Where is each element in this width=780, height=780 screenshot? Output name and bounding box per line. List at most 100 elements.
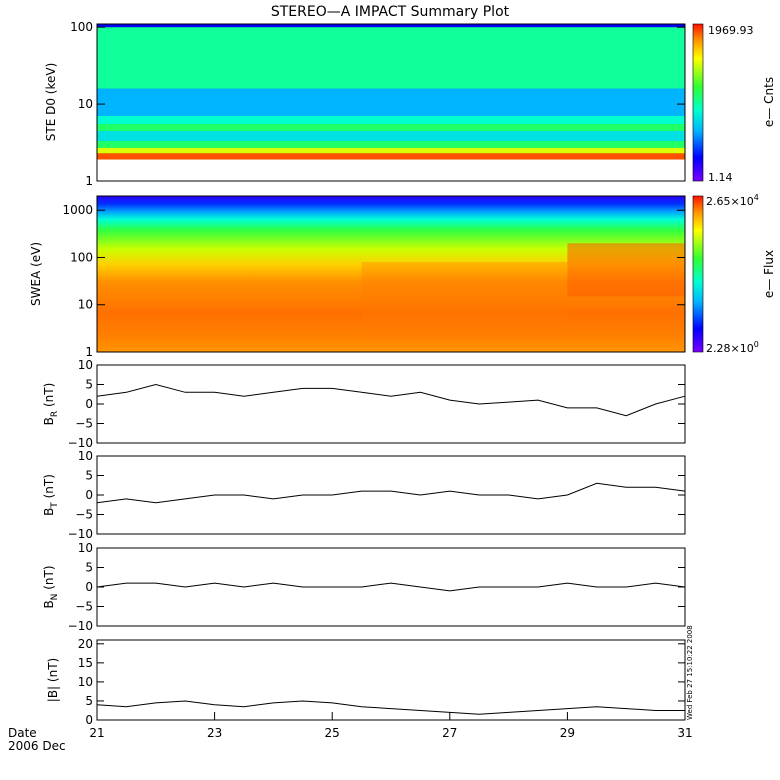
- br-ytick-label-3: −5: [75, 417, 93, 431]
- ste-band-7: [97, 27, 685, 89]
- swea-overlay: [361, 243, 685, 338]
- bn-ylabel-unit: (nT): [42, 565, 56, 593]
- swea-ytick-label-0: 1: [85, 345, 93, 359]
- ste-colorbar-max: 1969.93: [708, 24, 754, 37]
- bmag-ytick-label-3: 5: [85, 694, 93, 708]
- br-y-axis: 10 5 0 −5 −10: [68, 358, 685, 450]
- bt-ytick-label-2: 0: [85, 488, 93, 502]
- br-ylabel-main: B: [42, 417, 56, 425]
- bt-ylabel-main: B: [42, 508, 56, 516]
- ste-ytick-label-2: 100: [70, 20, 93, 34]
- bmag-series-line: [96, 700, 685, 715]
- ste-band-2: [97, 141, 685, 148]
- br-ytick-label-2: 0: [85, 397, 93, 411]
- bn-ytick-label-0: 10: [78, 541, 93, 555]
- swea-cbar-max-mantissa: 2.65×10: [706, 195, 754, 208]
- bn-ylabel-main: B: [42, 600, 56, 608]
- bmag-ylabel: |B| (nT): [46, 658, 60, 702]
- swea-ytick-label-2: 100: [70, 250, 93, 264]
- bmag-y-axis: 20 15 10 5 0: [78, 637, 685, 727]
- ste-band-top: [97, 24, 685, 28]
- ste-colorbar-min: 1.14: [708, 171, 733, 184]
- bn-frame: [96, 547, 686, 627]
- bt-ylabel-sub: T: [50, 502, 60, 509]
- swea-ylabel: SWEA (eV): [29, 242, 43, 306]
- ste-band-6: [97, 88, 685, 117]
- bn-ytick-label-2: 0: [85, 580, 93, 594]
- xtick-label-0: 21: [89, 726, 104, 740]
- bn-ytick-label-1: 5: [85, 561, 93, 575]
- bmag-panel: 20 15 10 5 0 |B| (nT) Wed Feb 27 15:10:22 20…: [46, 625, 694, 727]
- xtick-label-2: 25: [325, 726, 340, 740]
- ste-ytick-label-0: 1: [85, 174, 93, 188]
- ste-colorbar: [692, 23, 704, 182]
- br-frame: [96, 364, 686, 444]
- bn-panel: 10 5 0 −5 −10 BN (nT): [42, 541, 686, 633]
- bt-y-axis: 10 5 0 −5 −10: [68, 449, 685, 541]
- ste-band-3: [97, 130, 685, 142]
- bn-ytick-label-3: −5: [75, 600, 93, 614]
- x-axis-ticks: 21 23 25 27 29 31: [89, 712, 693, 740]
- ste-y-axis: 1 10 100: [70, 20, 685, 188]
- br-ytick-label-4: −10: [68, 436, 93, 450]
- bt-ytick-label-4: −10: [68, 527, 93, 541]
- xtick-label-5: 31: [677, 726, 692, 740]
- swea-cbar-max-exp: 4: [754, 193, 759, 202]
- bmag-ytick-label-2: 10: [78, 675, 93, 689]
- bn-series-line: [96, 582, 686, 592]
- swea-warm-region: [361, 262, 568, 338]
- timestamp-stamp: Wed Feb 27 15:10:22 2008: [686, 625, 694, 720]
- br-ylabel-unit: (nT): [42, 383, 56, 411]
- bt-ylabel: BT (nT): [42, 474, 60, 516]
- date-value: 2006 Dec: [8, 739, 66, 753]
- ste-band-blank: [97, 159, 685, 181]
- bt-panel: 10 5 0 −5 −10 BT (nT): [42, 449, 686, 541]
- swea-cbar-min-exp: 0: [754, 340, 759, 349]
- br-ytick-label-1: 5: [85, 378, 93, 392]
- ste-colorbar-label: e— Cnts: [762, 77, 776, 127]
- date-label: Date: [8, 726, 37, 740]
- bmag-ytick-label-1: 15: [78, 656, 93, 670]
- bn-ylabel: BN (nT): [42, 565, 60, 608]
- bmag-frame: [96, 639, 686, 721]
- br-ylabel: BR (nT): [42, 383, 60, 426]
- swea-ytick-label-1: 10: [78, 298, 93, 312]
- bmag-ytick-label-0: 20: [78, 637, 93, 651]
- ste-band-1: [97, 147, 685, 154]
- swea-cbar-min-mantissa: 2.28×10: [706, 342, 754, 355]
- swea-colorbar-min: 2.28×100: [706, 340, 759, 355]
- bt-frame: [96, 455, 686, 535]
- swea-panel: 1 10 100 1000 SWEA (eV) 2.65×104 2.28×100 e…: [29, 193, 776, 359]
- swea-hot-region: [567, 243, 685, 297]
- bt-series-line: [96, 482, 686, 504]
- xtick-label-4: 29: [560, 726, 575, 740]
- swea-y-axis: 1 10 100 1000: [62, 203, 685, 359]
- ste-bands: [97, 24, 685, 181]
- ste-ylabel: STE D0 (keV): [44, 63, 58, 142]
- br-series-line: [96, 383, 686, 417]
- bn-ytick-label-4: −10: [68, 619, 93, 633]
- bmag-ytick-label-4: 0: [85, 713, 93, 727]
- ste-panel: 1 10 100 STE D0 (keV) 1969.93 1.14 e— Cnts: [44, 20, 776, 188]
- xtick-label-1: 23: [207, 726, 222, 740]
- xtick-label-3: 27: [442, 726, 457, 740]
- bt-ytick-label-0: 10: [78, 449, 93, 463]
- ste-band-5: [97, 116, 685, 125]
- swea-colorbar-max: 2.65×104: [706, 193, 759, 208]
- bt-ytick-label-3: −5: [75, 508, 93, 522]
- br-panel: 10 5 0 −5 −10 BR (nT): [42, 358, 686, 450]
- br-ytick-label-0: 10: [78, 358, 93, 372]
- bn-ylabel-sub: N: [50, 594, 60, 601]
- bt-ytick-label-1: 5: [85, 469, 93, 483]
- swea-ytick-label-3: 1000: [62, 203, 93, 217]
- ste-band-4: [97, 124, 685, 131]
- bt-ylabel-unit: (nT): [42, 474, 56, 502]
- ste-frame: [96, 23, 686, 182]
- ste-ytick-label-1: 10: [78, 97, 93, 111]
- plot-title: STEREO—A IMPACT Summary Plot: [271, 4, 510, 20]
- swea-colorbar: [692, 195, 704, 353]
- swea-frame: [96, 195, 686, 353]
- swea-colorbar-label: e— Flux: [762, 250, 776, 298]
- ste-band-0: [97, 153, 685, 160]
